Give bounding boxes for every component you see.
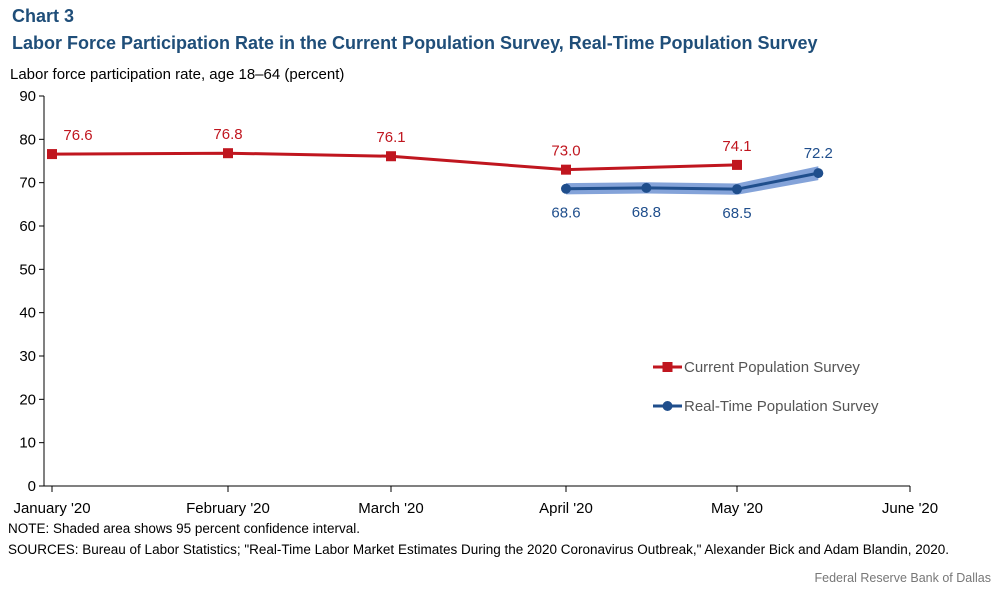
y-tick-label: 30 bbox=[19, 348, 36, 365]
y-tick-label: 20 bbox=[19, 391, 36, 408]
rps-marker bbox=[813, 168, 824, 179]
legend-label: Current Population Survey bbox=[684, 359, 860, 376]
rps-marker bbox=[641, 182, 652, 193]
y-tick-label: 60 bbox=[19, 218, 36, 235]
cps-marker bbox=[47, 149, 57, 160]
y-tick-label: 80 bbox=[19, 131, 36, 148]
cps-data-label: 74.1 bbox=[722, 138, 751, 155]
rps-data-label: 68.5 bbox=[722, 205, 751, 222]
x-tick-label: January '20 bbox=[13, 500, 90, 517]
legend-label: Real-Time Population Survey bbox=[684, 398, 879, 415]
cps-data-label: 76.6 bbox=[63, 127, 92, 144]
cps-data-label: 76.1 bbox=[376, 129, 405, 146]
cps-data-label: 76.8 bbox=[213, 126, 242, 143]
legend-marker-square bbox=[662, 362, 673, 372]
y-tick-label: 50 bbox=[19, 261, 36, 278]
cps-marker bbox=[561, 164, 571, 175]
rps-data-label: 72.2 bbox=[804, 145, 833, 162]
chart-number: Chart 3 bbox=[12, 6, 75, 26]
cps-marker bbox=[732, 159, 742, 170]
x-tick-label: April '20 bbox=[539, 500, 593, 517]
chart-note: NOTE: Shaded area shows 95 percent confi… bbox=[8, 521, 360, 536]
chart-title: Labor Force Participation Rate in the Cu… bbox=[12, 33, 818, 53]
rps-line bbox=[565, 171, 819, 191]
y-tick-label: 70 bbox=[19, 175, 36, 192]
x-tick-label: March '20 bbox=[358, 500, 423, 517]
cps-marker bbox=[223, 148, 233, 159]
x-tick-label: May '20 bbox=[711, 500, 763, 517]
rps-data-label: 68.6 bbox=[551, 205, 580, 222]
y-tick-label: 10 bbox=[19, 435, 36, 452]
rps-data-label: 68.8 bbox=[632, 204, 661, 221]
rps-marker bbox=[561, 183, 571, 194]
y-tick-label: 90 bbox=[19, 88, 36, 105]
legend-marker-circle bbox=[662, 401, 673, 411]
y-tick-label: 40 bbox=[19, 305, 36, 322]
y-axis-title: Labor force participation rate, age 18–6… bbox=[10, 66, 345, 83]
cps-data-label: 73.0 bbox=[551, 143, 580, 160]
chart-credit: Federal Reserve Bank of Dallas bbox=[814, 571, 991, 585]
x-tick-label: February '20 bbox=[186, 500, 270, 517]
y-tick-label: 0 bbox=[28, 478, 36, 495]
x-tick-label: June '20 bbox=[882, 500, 938, 517]
cps-marker bbox=[386, 151, 396, 162]
rps-marker bbox=[732, 184, 742, 195]
chart-sources: SOURCES: Bureau of Labor Statistics; "Re… bbox=[8, 542, 950, 557]
